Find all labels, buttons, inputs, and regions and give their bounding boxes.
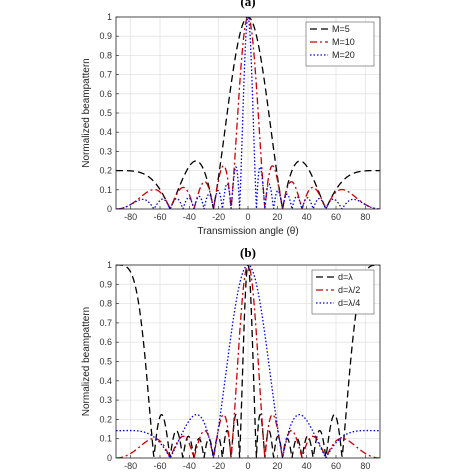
y-tick-label: 0 [107,453,112,463]
y-tick-label: 0.8 [99,50,112,60]
chart-panel-0: (a) -80 -60 -40 -20 0 20 40 60 80 0 0.1 0.2 0.3 0.4 0.5… [81,0,381,237]
x-tick-label: -20 [212,212,225,222]
y-tick-label: 0.3 [99,395,112,405]
y-tick-label: 0.2 [99,166,112,176]
plot-frame [115,16,381,210]
x-tick-label: 20 [272,461,282,471]
series-line-2 [116,17,380,209]
legend-box [305,21,375,67]
plot-frame [115,264,381,459]
legend-label: M=20 [332,50,355,60]
y-tick-label: 0.6 [99,337,112,347]
x-axis-label: Transmission angle (θ) [197,226,298,237]
legend-label: M=5 [332,24,350,34]
y-tick-label: 0.9 [99,31,112,41]
series-line-1 [116,265,380,458]
x-tick-label: -80 [124,461,137,471]
y-tick-label: 0.1 [99,434,112,444]
legend-label: M=10 [332,37,355,47]
x-tick-label: 80 [360,461,370,471]
y-tick-label: 0.7 [99,70,112,80]
y-tick-label: 0 [107,204,112,214]
x-tick-label: 40 [302,461,312,471]
x-tick-label: -60 [153,461,166,471]
x-tick-label: -40 [183,212,196,222]
legend-label: d=λ/4 [338,298,360,308]
y-tick-label: 1 [107,260,112,270]
x-tick-label: 0 [245,212,250,222]
y-tick-label: 0.5 [99,357,112,367]
y-tick-label: 1 [107,12,112,22]
y-axis-label: Normalized beampattern [81,58,92,168]
x-tick-label: -80 [124,212,137,222]
legend: d=λ d=λ/2 d=λ/4 [311,269,375,315]
y-tick-label: 0.1 [99,185,112,195]
y-tick-label: 0.8 [99,299,112,309]
series-line-2 [116,265,380,458]
series-line-1 [116,17,380,209]
x-tick-label: -60 [153,212,166,222]
x-tick-label: 0 [245,461,250,471]
legend-label: d=λ/2 [338,285,360,295]
panel-label: (a) [240,0,255,9]
x-tick-label: 20 [272,212,282,222]
y-axis-label: Normalized beampattern [81,307,92,417]
y-tick-label: 0.9 [99,279,112,289]
y-tick-label: 0.4 [99,376,112,386]
y-tick-label: 0.4 [99,127,112,137]
y-tick-label: 0.6 [99,89,112,99]
y-tick-label: 0.3 [99,146,112,156]
x-tick-label: 40 [302,212,312,222]
y-tick-label: 0.7 [99,318,112,328]
panel-label: (b) [240,245,256,260]
y-tick-label: 0.5 [99,108,112,118]
x-tick-label: -40 [183,461,196,471]
x-tick-label: 60 [331,212,341,222]
chart-panel-1: (b) -80 -60 -40 -20 0 20 40 60 80 0 0.1 0.2 0.3 0.4 0.5… [81,245,381,471]
x-tick-label: 80 [360,212,370,222]
x-tick-label: 60 [331,461,341,471]
series-line-0 [116,265,380,458]
y-tick-label: 0.2 [99,414,112,424]
x-tick-label: -20 [212,461,225,471]
legend-label: d=λ [338,272,353,282]
legend: M=5 M=10 M=20 [305,21,375,67]
